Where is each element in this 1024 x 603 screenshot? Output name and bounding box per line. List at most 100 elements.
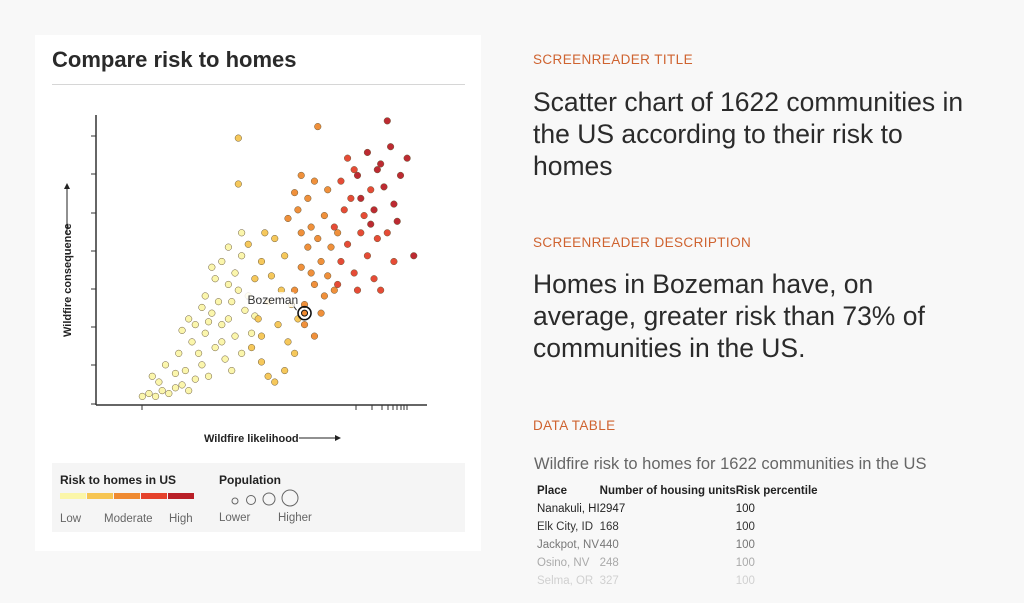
data-point (310, 177, 319, 185)
data-point (148, 372, 156, 380)
table-row: Elk City, ID 168 100 (537, 518, 818, 536)
data-point (224, 315, 232, 323)
data-point (261, 229, 269, 237)
data-point (291, 349, 299, 357)
data-point (178, 326, 186, 334)
data-point (185, 387, 193, 395)
data-point (390, 200, 398, 208)
data-point (264, 372, 272, 380)
bozeman-point (301, 309, 309, 317)
bozeman-highlight-ring (297, 305, 312, 321)
data-point (204, 318, 213, 326)
risk-percentile-cell: 100 (735, 521, 755, 533)
risk-percentile-cell: 100 (735, 575, 755, 587)
data-point (178, 381, 186, 389)
data-point (327, 243, 335, 251)
data-point (310, 332, 319, 340)
data-point (370, 275, 378, 283)
data-point (353, 171, 362, 179)
data-point (340, 206, 348, 214)
data-point (383, 229, 391, 237)
data-point (214, 298, 223, 306)
data-point (330, 223, 338, 231)
data-point (218, 338, 226, 346)
data-point (191, 375, 199, 383)
population-lower-label: Lower (219, 512, 251, 524)
data-point (231, 332, 239, 340)
data-point (201, 329, 209, 337)
data-point (224, 280, 232, 289)
data-point (317, 257, 325, 266)
data-point (350, 269, 358, 277)
risk-percentile-cell: 100 (735, 557, 755, 569)
data-point (185, 315, 193, 323)
data-point (390, 257, 398, 266)
column-header-place: Place (537, 485, 568, 497)
arrow-up-icon (64, 183, 70, 189)
data-point (228, 367, 236, 375)
data-point (377, 286, 385, 294)
data-point (234, 286, 242, 294)
population-legend-title: Population (219, 473, 281, 487)
data-point (297, 263, 305, 271)
data-point (337, 257, 345, 266)
data-point (297, 229, 305, 237)
data-point (195, 349, 203, 357)
data-point (171, 384, 179, 392)
data-point (403, 154, 411, 162)
data-point (334, 229, 342, 237)
data-point (248, 344, 256, 352)
risk-percentile-cell: 100 (735, 503, 755, 515)
data-point (224, 243, 232, 251)
data-point (211, 275, 219, 283)
data-point (324, 186, 332, 194)
place-cell: Nanakuli, HI (537, 503, 600, 515)
data-point (291, 189, 299, 197)
data-point (138, 392, 146, 400)
data-point (155, 378, 163, 386)
data-point (360, 212, 368, 220)
data-point (254, 315, 262, 323)
data-point (344, 154, 352, 162)
data-point (284, 338, 292, 346)
data-point (181, 367, 189, 375)
chart-card: Compare risk to homes Bozeman Wildfire co… (35, 35, 481, 551)
data-point (294, 206, 302, 214)
title-divider (52, 84, 465, 85)
data-point (238, 349, 246, 357)
data-point (257, 358, 266, 366)
screenreader-title-label: SCREENREADER TITLE (533, 52, 693, 67)
risk-low-label: Low (60, 513, 82, 525)
housing-units-cell: 440 (599, 539, 619, 551)
data-point (363, 148, 371, 156)
place-cell: Jackpot, NV (537, 539, 599, 551)
data-point (175, 349, 183, 357)
data-point (320, 292, 328, 300)
data-point (387, 143, 395, 151)
data-table: Place Number of housing units Risk perce… (537, 482, 818, 590)
data-point (314, 234, 322, 243)
data-point (377, 160, 385, 168)
risk-percentile-cell: 100 (735, 539, 755, 551)
data-point (307, 223, 315, 231)
housing-units-cell: 2947 (599, 503, 626, 515)
data-point (304, 243, 312, 251)
data-point (158, 387, 166, 395)
screenreader-title-text: Scatter chart of 1622 communities in the… (533, 87, 964, 181)
data-point (393, 217, 401, 225)
bozeman-label-bg (244, 292, 295, 308)
data-point (201, 292, 209, 300)
data-point (330, 286, 338, 294)
housing-units-cell: 168 (599, 521, 619, 533)
data-point (211, 344, 219, 352)
data-point (357, 194, 365, 202)
data-point (161, 361, 170, 369)
table-row: Osino, NV 248 100 (537, 554, 818, 572)
data-point (241, 306, 249, 314)
table-row: Selma, OR 327 100 (537, 572, 818, 590)
data-point (228, 298, 236, 306)
data-point (188, 338, 196, 346)
data-point (344, 240, 352, 248)
data-point (152, 392, 160, 400)
data-point (310, 280, 319, 289)
